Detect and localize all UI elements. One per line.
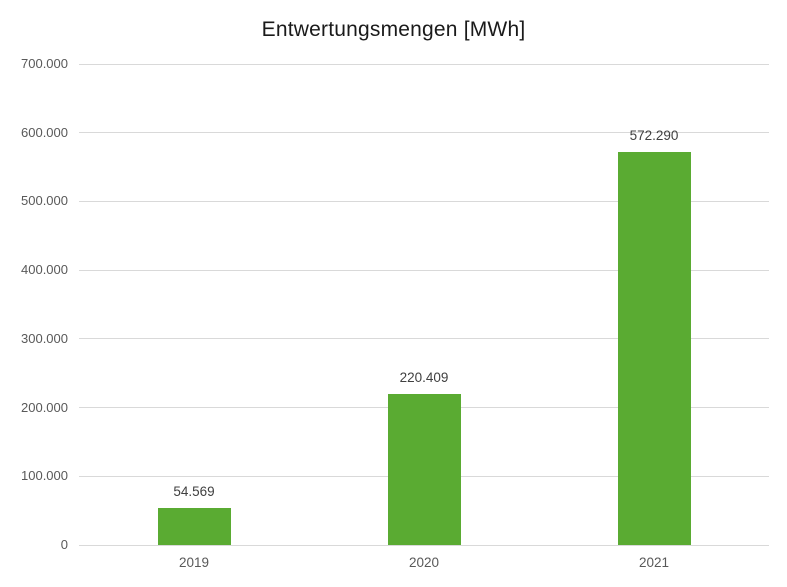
x-axis-line (79, 544, 769, 546)
y-tick-label: 200.000 (21, 399, 68, 415)
bar-2019 (157, 507, 231, 545)
y-tick-label: 600.000 (21, 124, 68, 140)
data-label-2019: 54.569 (173, 483, 215, 499)
bar-2021 (617, 151, 691, 545)
gridline (79, 269, 769, 271)
chart-title: Entwertungsmengen [MWh] (261, 18, 526, 41)
gridline (79, 132, 769, 134)
y-tick-label: 500.000 (21, 193, 68, 209)
y-tick-label: 0 (60, 537, 68, 552)
y-tick-label: 100.000 (21, 468, 68, 484)
data-label-2020: 220.409 (399, 369, 449, 385)
bar-2020 (387, 393, 461, 545)
gridline (79, 63, 769, 65)
x-tick-label-2021: 2021 (638, 555, 670, 570)
y-tick-label: 300.000 (21, 330, 68, 346)
x-tick-label-2019: 2019 (178, 555, 210, 570)
data-label-2021: 572.290 (629, 127, 679, 143)
gridline (79, 200, 769, 202)
y-tick-label: 400.000 (21, 262, 68, 278)
y-tick-label: 700.000 (21, 56, 68, 71)
gridline (79, 338, 769, 340)
x-tick-label-2020: 2020 (408, 555, 440, 570)
